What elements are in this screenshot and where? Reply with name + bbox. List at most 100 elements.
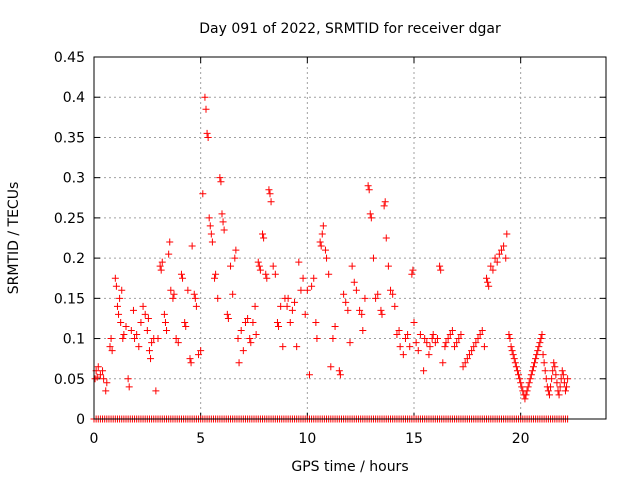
data-point [409,266,417,274]
data-point [187,359,195,367]
data-point [161,318,169,326]
data-point [327,363,335,371]
data-point [246,335,254,343]
data-point [414,347,422,355]
data-point [425,351,433,359]
data-point [476,331,484,339]
data-point [219,218,227,226]
data-point [470,343,478,351]
data-point [420,367,428,375]
data-point [218,210,226,218]
data-point [393,331,401,339]
data-point [395,327,403,335]
data-point [558,367,566,375]
data-point [493,258,501,266]
x-tick-label: 5 [196,431,205,447]
data-point [524,383,532,391]
data-point [352,286,360,294]
data-point [503,230,511,238]
data-point [555,391,563,399]
data-point [367,214,375,222]
data-point [313,335,321,343]
data-point [202,105,210,113]
data-point [201,93,209,101]
data-point [548,375,556,383]
y-tick-label: 0 [76,412,85,428]
data-point [502,254,510,262]
data-point [404,331,412,339]
data-point [208,238,216,246]
data-point [517,379,525,387]
data-point [552,371,560,379]
data-point [378,310,386,318]
data-point [247,339,255,347]
data-point [529,363,537,371]
data-point [239,347,247,355]
data-point [283,302,291,310]
data-point [372,294,380,302]
data-point [205,214,213,222]
data-point [106,343,114,351]
data-point [344,306,352,314]
data-point [269,262,277,270]
data-point [135,343,143,351]
data-point [267,198,275,206]
data-point [251,302,259,310]
data-point [277,302,285,310]
data-point [539,351,547,359]
data-point [102,387,110,395]
data-point [266,190,274,198]
data-point [365,186,373,194]
data-point [563,383,571,391]
data-point [346,339,354,347]
data-point [310,274,318,282]
data-point [391,302,399,310]
data-point [554,387,562,395]
data-point [206,222,214,230]
data-point [528,367,536,375]
data-point [165,250,173,258]
data-point [521,395,529,403]
data-point [237,327,245,335]
data-point [172,335,180,343]
data-point [426,343,434,351]
data-point [223,310,231,318]
data-point [507,343,515,351]
data-point [331,322,339,330]
data-point [317,242,325,250]
data-point [561,387,569,395]
data-point [540,359,548,367]
grid-lines [94,57,606,419]
data-point [410,318,418,326]
data-point [319,222,327,230]
data-point [480,343,488,351]
data-point [122,322,130,330]
data-point [186,355,194,363]
data-point [359,327,367,335]
data-point [118,286,126,294]
data-point [429,331,437,339]
data-point [518,383,526,391]
data-point [374,290,382,298]
data-point [131,335,139,343]
data-point [348,262,356,270]
data-point [468,347,476,355]
data-point [544,387,552,395]
y-tick-label: 0.1 [63,332,85,348]
data-point [103,379,111,387]
data-point [381,198,389,206]
data-point [441,343,449,351]
y-tick-label: 0.15 [54,291,85,307]
data-point [433,335,441,343]
data-point [275,322,283,330]
data-point [369,254,377,262]
data-point [457,331,465,339]
data-point [227,262,235,270]
data-point [145,347,153,355]
data-point [323,254,331,262]
data-point [195,351,203,359]
data-point [513,367,521,375]
x-axis: 0 5 10 15 20 [90,57,530,447]
data-point [318,230,326,238]
